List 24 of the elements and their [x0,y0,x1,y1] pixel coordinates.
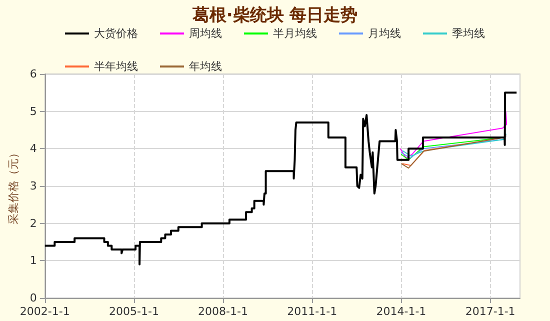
x-tick-label: 2011-1-1 [287,305,338,318]
x-tick-label: 2002-1-1 [20,305,70,318]
x-tick-label: 2005-1-1 [109,305,159,318]
y-tick-label: 1 [30,254,37,268]
legend-label: 大货价格 [94,27,138,40]
line-series [400,110,508,158]
legend-label: 季均线 [452,27,485,40]
y-axis-title: 采集价格（元） [7,148,20,224]
y-tick-label: 3 [30,180,37,192]
legend-label: 月均线 [368,27,401,40]
x-tick-label: 2017-1-1 [465,305,516,318]
legend-label: 半年均线 [94,60,138,73]
legend-label: 周均线 [189,27,222,40]
y-tick-label: 6 [30,68,37,80]
x-tick-label: 2008-1-1 [198,305,248,318]
legend-label: 年均线 [189,60,222,73]
line-series [44,92,518,266]
y-tick-label: 2 [30,216,37,230]
legend-label: 半月均线 [273,27,317,40]
y-tick-label: 4 [30,142,37,156]
x-tick-label: 2014-1-1 [376,305,426,318]
y-tick-label: 5 [30,104,37,118]
chart-title: 葛根·柴统块 每日走势 [191,6,358,26]
y-tick-label: 0 [30,292,37,304]
